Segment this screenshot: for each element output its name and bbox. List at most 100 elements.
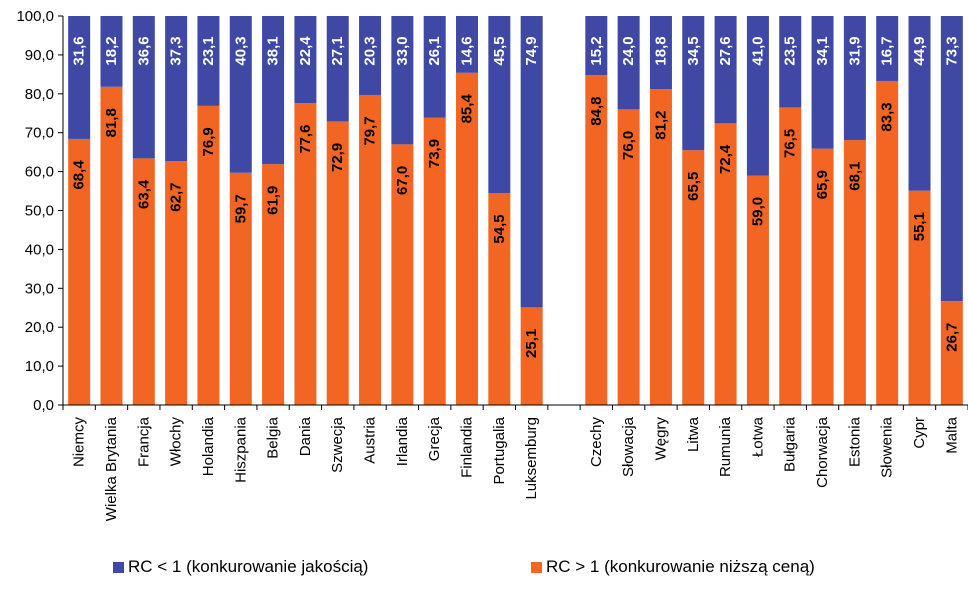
data-label-quality: 33,0 bbox=[394, 36, 411, 65]
data-label-quality: 31,9 bbox=[846, 36, 863, 65]
bar-quality bbox=[746, 16, 769, 176]
bar-price bbox=[262, 164, 285, 405]
y-tick-label: 0,0 bbox=[33, 397, 54, 414]
x-tick-label: Chorwacja bbox=[814, 416, 831, 488]
data-label-price: 61,9 bbox=[265, 186, 282, 215]
bar-price bbox=[585, 75, 608, 406]
data-label-quality: 40,3 bbox=[232, 36, 249, 65]
data-label-quality: 15,2 bbox=[588, 36, 605, 65]
data-label-price: 76,0 bbox=[620, 131, 637, 160]
data-label-price: 65,9 bbox=[814, 170, 831, 199]
legend-swatch-quality bbox=[113, 561, 124, 573]
bar-quality bbox=[617, 16, 640, 110]
data-label-price: 59,7 bbox=[232, 194, 249, 223]
bar-quality bbox=[262, 16, 285, 165]
data-label-price: 77,6 bbox=[297, 125, 314, 154]
bar-price bbox=[132, 158, 155, 405]
legend-swatch-price bbox=[531, 561, 542, 573]
legend-label-quality: RC < 1 (konkurowanie jakością) bbox=[128, 557, 369, 576]
x-tick-label: Grecja bbox=[426, 416, 443, 461]
bar-quality bbox=[165, 16, 188, 162]
x-tick-label: Cypr bbox=[911, 417, 928, 449]
x-tick-label: Bułgaria bbox=[782, 416, 799, 472]
x-tick-label: Finlandia bbox=[459, 416, 476, 478]
data-label-price: 62,7 bbox=[168, 182, 185, 211]
y-tick-label: 40,0 bbox=[25, 241, 54, 258]
data-label-quality: 34,1 bbox=[814, 36, 831, 65]
bar-quality bbox=[908, 16, 931, 191]
x-tick-label: Słowacja bbox=[620, 416, 637, 477]
bar-price bbox=[165, 161, 188, 405]
data-label-price: 76,5 bbox=[782, 129, 799, 158]
data-label-quality: 18,8 bbox=[652, 36, 669, 65]
x-tick-label: Holandia bbox=[200, 416, 217, 476]
x-tick-label: Austria bbox=[362, 416, 379, 463]
bar-quality bbox=[294, 16, 317, 104]
x-tick-label: Czechy bbox=[588, 417, 605, 468]
bar-price bbox=[326, 121, 349, 405]
bar-price bbox=[229, 172, 252, 405]
data-label-price: 25,1 bbox=[523, 329, 540, 358]
bar-quality bbox=[132, 16, 155, 159]
data-label-price: 67,0 bbox=[394, 166, 411, 195]
bar-quality bbox=[940, 16, 963, 302]
legend-item-price: RC > 1 (konkurowanie niższą ceną) bbox=[531, 557, 815, 577]
bar-price bbox=[714, 123, 737, 405]
bar-price bbox=[908, 190, 931, 405]
data-label-quality: 23,1 bbox=[200, 36, 217, 65]
bar-quality bbox=[359, 16, 382, 95]
x-tick-label: Słowenia bbox=[879, 416, 896, 478]
x-tick-label: Włochy bbox=[168, 417, 185, 467]
x-tick-label: Szwecja bbox=[329, 416, 346, 473]
data-label-price: 55,1 bbox=[911, 212, 928, 241]
y-tick-label: 80,0 bbox=[25, 86, 54, 103]
bar-price bbox=[876, 80, 899, 405]
x-tick-label: Wielka Brytania bbox=[103, 416, 120, 521]
y-tick-label: 30,0 bbox=[25, 280, 54, 297]
bar-price bbox=[940, 301, 963, 405]
bar-quality bbox=[682, 16, 705, 151]
y-tick-label: 70,0 bbox=[25, 125, 54, 142]
y-tick-label: 50,0 bbox=[25, 203, 54, 220]
data-label-quality: 41,0 bbox=[749, 36, 766, 65]
data-label-quality: 22,4 bbox=[297, 36, 314, 66]
bar-quality bbox=[585, 16, 608, 76]
bar-price bbox=[649, 89, 672, 405]
x-tick-label: Malta bbox=[943, 416, 960, 453]
data-label-price: 85,4 bbox=[459, 94, 476, 124]
bar-quality bbox=[488, 16, 511, 193]
bar-quality bbox=[423, 16, 446, 118]
data-label-price: 76,9 bbox=[200, 127, 217, 156]
x-tick-label: Hiszpania bbox=[232, 416, 249, 483]
bar-quality bbox=[197, 16, 220, 106]
bar-price bbox=[617, 109, 640, 406]
bar-price bbox=[391, 144, 414, 405]
bar-quality bbox=[649, 16, 672, 90]
bar-quality bbox=[326, 16, 349, 122]
data-label-price: 26,7 bbox=[943, 323, 960, 352]
bar-price bbox=[488, 192, 511, 405]
bar-price bbox=[843, 140, 866, 405]
y-tick-label: 90,0 bbox=[25, 47, 54, 64]
bar-price bbox=[294, 103, 317, 406]
x-tick-label: Dania bbox=[297, 416, 314, 456]
data-label-quality: 34,5 bbox=[685, 36, 702, 65]
bar-quality bbox=[714, 16, 737, 124]
data-label-price: 68,1 bbox=[846, 161, 863, 190]
data-label-price: 79,7 bbox=[362, 116, 379, 145]
bar-quality bbox=[391, 16, 414, 145]
x-tick-label: Luksemburg bbox=[523, 417, 540, 500]
bar-price bbox=[746, 175, 769, 405]
bar-price bbox=[359, 94, 382, 405]
y-tick-label: 10,0 bbox=[25, 358, 54, 375]
bar-quality bbox=[100, 16, 123, 87]
data-label-price: 54,5 bbox=[491, 214, 508, 243]
bar-quality bbox=[456, 16, 479, 73]
bar-quality bbox=[68, 16, 91, 139]
data-label-price: 73,9 bbox=[426, 139, 443, 168]
x-tick-label: Łotwa bbox=[749, 416, 766, 457]
bar-price bbox=[197, 105, 220, 405]
data-label-quality: 37,3 bbox=[168, 36, 185, 65]
bar-price bbox=[68, 138, 91, 405]
